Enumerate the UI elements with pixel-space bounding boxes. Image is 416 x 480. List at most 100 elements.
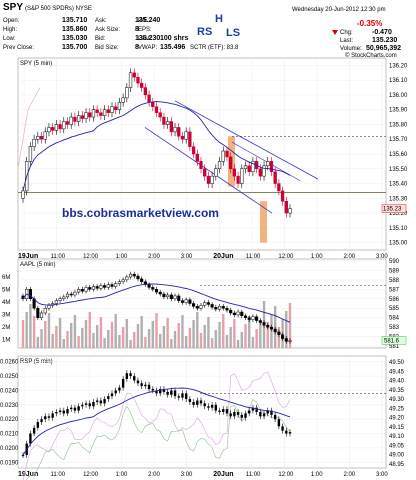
y-tick-label: 0.0190 xyxy=(0,460,19,466)
volume-tick-label: 4M xyxy=(2,300,10,306)
candle xyxy=(158,291,162,295)
stat-value: 135.030 xyxy=(62,35,87,42)
candle xyxy=(199,161,203,170)
candle xyxy=(65,293,70,298)
x-tick-label: 20Jun xyxy=(213,253,233,260)
x-tick-label: 19Jun xyxy=(18,471,38,478)
volume-bar xyxy=(36,337,40,348)
candle xyxy=(247,317,251,320)
volume-bar xyxy=(177,323,180,348)
y-tick-label: 588 xyxy=(389,278,400,284)
volume-bar xyxy=(84,320,88,348)
candle xyxy=(81,404,84,407)
candle xyxy=(273,171,277,184)
candle xyxy=(247,165,251,172)
candle xyxy=(80,115,84,119)
candle xyxy=(192,401,195,405)
stat-label: Bid Size: xyxy=(95,45,119,51)
symbol-title: SPY xyxy=(3,2,23,13)
candle xyxy=(165,121,170,125)
stat-label: Bid: xyxy=(95,36,106,42)
candle xyxy=(121,279,125,282)
candle xyxy=(203,403,206,407)
y2-tick-label: 49.40 xyxy=(389,379,405,385)
candle xyxy=(28,146,33,162)
candle xyxy=(47,127,51,133)
y-tick-label: 136.20 xyxy=(389,63,408,69)
volume-bar xyxy=(255,329,258,348)
candle xyxy=(199,305,203,309)
stat-label: Last: xyxy=(138,36,151,42)
candle xyxy=(21,190,25,199)
candle xyxy=(118,387,121,391)
volume-bar xyxy=(88,312,91,348)
candle xyxy=(69,293,73,296)
candle xyxy=(184,393,188,400)
y-tick-label: 0.0250 xyxy=(0,374,19,380)
volume-bar xyxy=(248,316,251,348)
volume-bar xyxy=(144,337,147,348)
candle xyxy=(40,419,43,423)
candle xyxy=(95,286,99,289)
candle xyxy=(203,302,207,306)
moving-average-line xyxy=(22,101,291,192)
candle xyxy=(206,302,210,305)
volume-bar xyxy=(140,316,143,348)
candle xyxy=(210,304,214,308)
candle xyxy=(91,109,96,118)
panel-title: AAPL (5 min) xyxy=(20,262,55,268)
candle xyxy=(92,401,95,407)
candle xyxy=(248,410,251,414)
symbol-description: (S&P 500 SPDRs) NYSE xyxy=(25,6,92,12)
candle xyxy=(173,295,177,300)
volume-bar xyxy=(151,321,154,348)
candle xyxy=(169,121,173,133)
candle xyxy=(36,307,40,318)
candle xyxy=(180,300,185,303)
candle xyxy=(133,376,136,381)
candle xyxy=(44,416,47,420)
candle xyxy=(140,278,144,282)
candle xyxy=(55,412,58,414)
x-tick-label: 1:00 xyxy=(116,254,128,260)
candle xyxy=(39,312,44,318)
volume-bar xyxy=(196,312,199,348)
aapl-panel: AAPL (5 min)5905895885875865855845835825… xyxy=(2,258,407,350)
x-tick-label: 11:00 xyxy=(51,254,66,260)
x-tick-label: 3:00 xyxy=(376,472,388,478)
candle xyxy=(159,389,162,394)
candle xyxy=(217,161,222,170)
candle xyxy=(169,294,173,300)
candle xyxy=(114,106,118,110)
candle xyxy=(288,208,292,214)
stat-label: Low: xyxy=(3,36,16,42)
y2-tick-label: 49.20 xyxy=(389,416,405,422)
candle xyxy=(284,201,288,214)
candle xyxy=(196,400,199,405)
candle xyxy=(155,390,158,394)
candle xyxy=(170,390,173,395)
candle xyxy=(151,389,154,391)
volume-bar xyxy=(229,327,232,348)
y-tick-label: 587 xyxy=(389,287,400,293)
volume-bar xyxy=(44,321,47,348)
candle xyxy=(240,414,243,418)
volume-bar xyxy=(103,338,106,348)
candle xyxy=(214,307,218,310)
stat-label: Prev Close: xyxy=(3,45,34,51)
candle xyxy=(184,131,188,140)
panel-title: RSP (5 min) xyxy=(20,359,53,365)
volume-bar xyxy=(218,322,221,348)
stat-value: 8 xyxy=(135,26,139,33)
last-value-badge xyxy=(381,204,407,213)
candle xyxy=(43,307,47,314)
candle xyxy=(47,305,51,309)
volume-bar xyxy=(129,340,132,348)
annotation-ls: LS xyxy=(226,27,240,39)
volume-bar xyxy=(214,330,218,348)
candle xyxy=(184,299,188,303)
x-tick-label: 1:00 xyxy=(116,472,128,478)
candle xyxy=(284,338,288,342)
candle xyxy=(236,412,240,415)
